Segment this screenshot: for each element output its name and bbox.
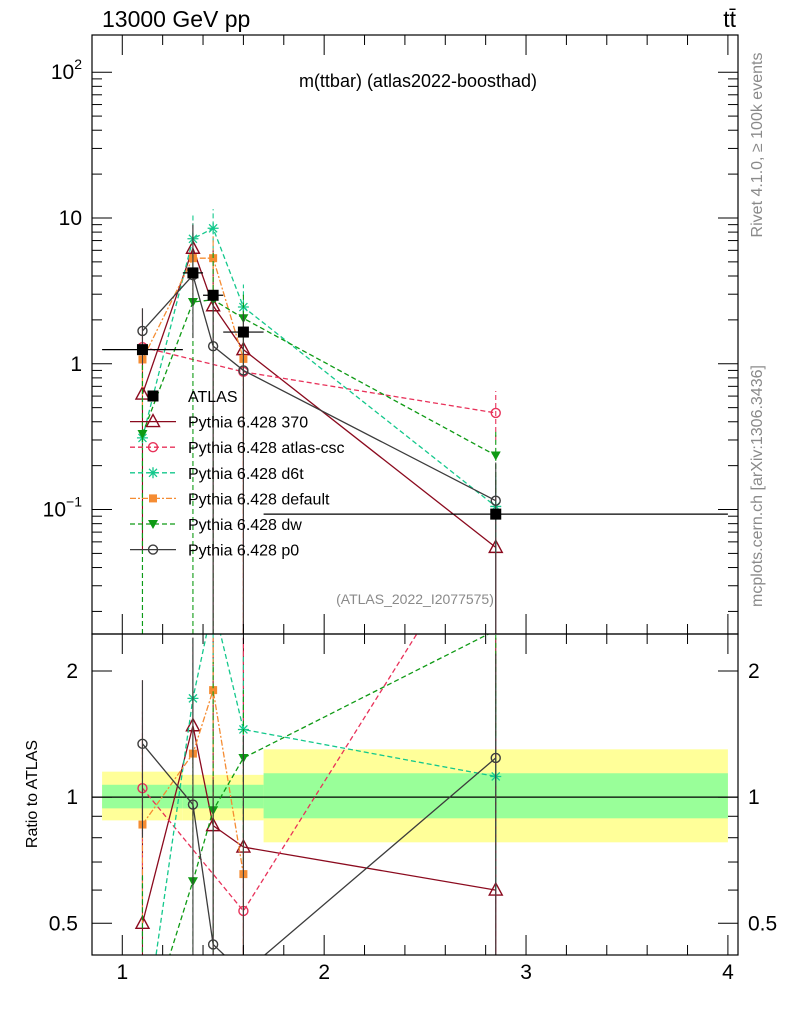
rivet-label: Rivet 4.1.0, ≥ 100k events <box>749 53 766 238</box>
data-point-5-3 <box>238 365 249 376</box>
legend-label-5: Pythia 6.428 p0 <box>188 543 299 560</box>
data-point-3-2 <box>209 254 218 263</box>
ytick-exponent: −1 <box>66 494 82 510</box>
mcplots-label: mcplots.cern.ch [arXiv:1306.3436] <box>749 365 766 607</box>
ratio-xtick-label-1: 2 <box>318 961 330 984</box>
ratio-ytick-label-right-2: 2 <box>748 660 760 683</box>
ratio-ytick-label-left-1: 1 <box>66 786 78 809</box>
legend-marker-5 <box>147 544 159 555</box>
ratio-point-5-2 <box>207 939 219 950</box>
ratio-axes: 0.5 0.5 1 1 2 2 1 2 3 4 <box>49 633 777 984</box>
data-point-5-2 <box>207 340 219 352</box>
ratio-xtick-label-2: 3 <box>520 961 532 984</box>
legend-marker-1 <box>147 442 159 453</box>
process-label: tt̄ <box>723 6 736 32</box>
data-point-4-4 <box>490 451 501 461</box>
legend-label-1: Pythia 6.428 atlas-csc <box>188 440 345 457</box>
analysis-watermark: (ATLAS_2022_I2077575) <box>336 591 494 607</box>
ratio-ytick-label-right-0: 0.5 <box>748 912 777 935</box>
legend: ATLAS Pythia 6.428 370 Pythia 6.428 atlas-… <box>130 389 345 560</box>
ratio-point-5-0 <box>137 738 148 750</box>
data-point-4-0 <box>137 429 148 439</box>
ratio-line-2 <box>155 634 496 955</box>
ytick-exponent: 2 <box>74 56 82 72</box>
ratio-frame <box>91 633 739 956</box>
ratio-ytick-label-right-1: 1 <box>748 786 760 809</box>
ratio-series-layer <box>134 634 504 955</box>
data-point-2-2 <box>207 222 219 234</box>
ratio-line-1 <box>141 634 418 913</box>
data-point-5-4 <box>490 495 501 506</box>
legend-marker-3 <box>149 494 157 503</box>
legend-marker-2 <box>147 467 159 479</box>
atlas-point-0 <box>136 344 148 356</box>
legend-label-atlas: ATLAS <box>188 389 238 406</box>
ratio-xtick-label-0: 1 <box>116 961 128 984</box>
legend-marker-0 <box>145 413 161 428</box>
atlas-data <box>102 267 728 520</box>
data-point-5-0 <box>137 325 148 337</box>
ratio-point-3-2 <box>209 686 218 695</box>
atlas-point-1 <box>187 267 199 279</box>
ytick-base: 10 <box>43 499 66 522</box>
energy-label: 13000 GeV pp <box>102 6 250 32</box>
ratio-series-5 <box>137 637 501 955</box>
legend-marker-atlas <box>147 390 159 402</box>
atlas-point-3 <box>237 326 249 338</box>
legend-label-3: Pythia 6.428 default <box>188 491 330 508</box>
ratio-ytick-label-left-0: 0.5 <box>49 912 78 935</box>
series-line-1 <box>142 346 496 414</box>
ratio-y-axis-label: Ratio to ATLAS <box>24 740 41 848</box>
data-point-1-2 <box>490 407 501 419</box>
legend-label-4: Pythia 6.428 dw <box>188 517 302 534</box>
ratio-xtick-label-3: 4 <box>722 961 734 984</box>
ratio-ytick-label-left-2: 2 <box>66 660 78 683</box>
legend-label-0: Pythia 6.428 370 <box>188 415 308 432</box>
series-line-4 <box>141 299 497 457</box>
ratio-point-0-0 <box>134 914 151 929</box>
main-ytick-label-2: 10 <box>59 207 82 230</box>
legend-label-2: Pythia 6.428 d6t <box>188 466 304 483</box>
main-ytick-label-0: 10−1 <box>43 494 83 522</box>
ratio-bands <box>92 749 738 843</box>
ytick-base: 10 <box>59 207 82 230</box>
series-5 <box>137 224 501 634</box>
legend-marker-4 <box>148 520 158 529</box>
main-series-layer <box>102 209 728 634</box>
ytick-base: 10 <box>51 61 74 84</box>
atlas-point-2 <box>207 289 219 301</box>
main-ytick-label-3: 102 <box>51 56 82 84</box>
plot-title: m(ttbar) (atlas2022-boosthad) <box>299 71 537 91</box>
ratio-panel: 0.5 0.5 1 1 2 2 1 2 3 4 Ratio to ATLAS <box>24 633 777 984</box>
ratio-line-3 <box>141 689 245 875</box>
ytick-base: 1 <box>70 353 82 376</box>
atlas-point-4 <box>490 508 502 520</box>
main-ytick-label-1: 1 <box>70 353 82 376</box>
ratio-point-5-1 <box>187 799 199 810</box>
ratio-point-5-4 <box>490 752 501 764</box>
